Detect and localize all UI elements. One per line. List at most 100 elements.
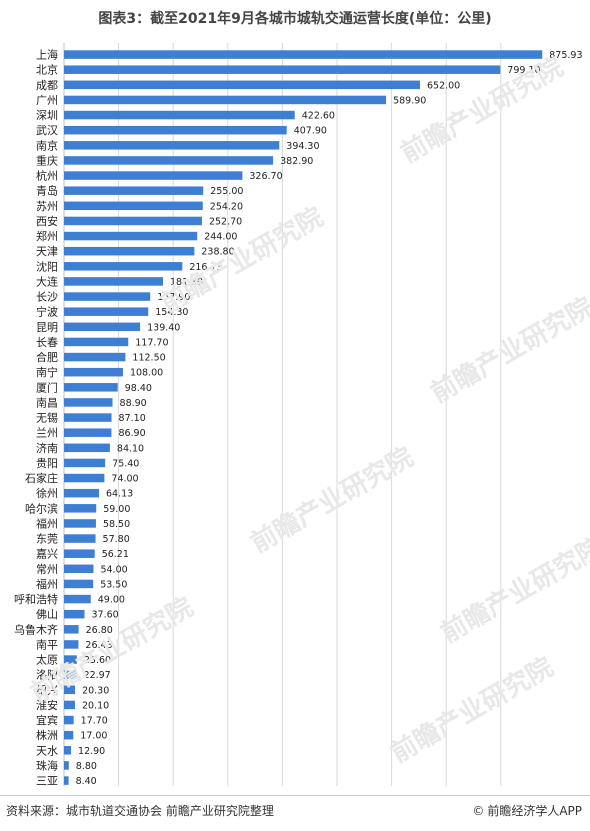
bar: [64, 473, 105, 483]
value-label: 86.90: [118, 428, 145, 439]
category-label: 无锡: [36, 411, 58, 425]
bar: [64, 609, 85, 619]
bar: [64, 231, 198, 241]
value-label: 407.90: [294, 126, 327, 137]
category-label: 成都: [36, 79, 58, 92]
value-label: 59.00: [103, 504, 130, 515]
value-label: 58.50: [103, 519, 130, 530]
bar: [64, 534, 96, 543]
bar: [64, 594, 91, 604]
value-label: 84.10: [117, 443, 144, 454]
value-label: 139.40: [147, 322, 180, 333]
value-label: 56.21: [102, 549, 129, 560]
value-label: 252.70: [209, 216, 242, 227]
value-label: 88.90: [120, 398, 147, 409]
category-label: 西安: [36, 214, 58, 228]
footer-divider: [0, 795, 590, 796]
bar: [64, 504, 97, 513]
value-label: 12.90: [78, 746, 105, 757]
category-label: 深圳: [36, 109, 58, 122]
category-label: 武汉: [36, 124, 58, 137]
bar: [64, 292, 151, 301]
bar: [64, 640, 79, 649]
category-label: 东莞: [36, 533, 58, 546]
bar: [64, 156, 274, 165]
category-label: 徐州: [36, 486, 58, 500]
bar: [64, 579, 94, 589]
category-label: 天津: [36, 245, 58, 258]
brand-name: 前瞻经济学人APP: [487, 804, 582, 818]
category-label: 宜宾: [36, 713, 58, 727]
category-label: 宁波: [36, 305, 58, 319]
value-label: 254.20: [210, 201, 243, 212]
value-label: 154.30: [155, 307, 188, 318]
value-label: 799.10: [507, 65, 540, 76]
bar: [64, 700, 75, 710]
bar: [64, 125, 287, 135]
category-label: 长春: [36, 336, 58, 349]
value-label: 117.70: [135, 337, 168, 348]
category-label: 青岛: [36, 184, 58, 198]
category-label: 贵阳: [36, 457, 58, 470]
bar: [64, 413, 112, 422]
bar: [64, 746, 72, 755]
category-label: 南宁: [36, 365, 58, 379]
bar: [64, 625, 79, 634]
category-label: 苏州: [36, 200, 58, 213]
brand-logo-icon: ©: [472, 803, 485, 818]
category-label: 北京: [36, 63, 58, 77]
bar: [64, 277, 163, 286]
value-label: 108.00: [130, 368, 163, 379]
value-label: 8.40: [76, 776, 97, 787]
value-label: 17.00: [80, 731, 107, 742]
bar: [64, 186, 204, 195]
value-label: 37.60: [92, 610, 119, 621]
value-label: 75.40: [112, 458, 139, 469]
category-label: 福州: [36, 516, 58, 530]
bar: [64, 488, 100, 498]
value-label: 112.50: [132, 353, 165, 364]
bar: [64, 428, 112, 437]
value-label: 26.80: [86, 625, 113, 636]
bar: [64, 776, 69, 785]
value-label: 244.00: [204, 232, 237, 243]
value-label: 53.50: [100, 579, 127, 590]
bar: [64, 564, 94, 574]
category-label: 天水: [36, 744, 58, 757]
chart-title: 图表3：截至2021年9月各城市城轨交通运营长度(单位：公里): [98, 11, 492, 27]
bar: [64, 458, 106, 468]
value-label: 17.70: [81, 716, 108, 727]
category-label: 哈尔滨: [25, 501, 58, 515]
category-label: 乌鲁木齐: [14, 622, 58, 636]
category-label: 沈阳: [36, 259, 58, 273]
category-label: 太原: [36, 654, 58, 667]
value-label: 20.30: [82, 685, 109, 696]
category-label: 洛阳: [36, 668, 58, 682]
value-label: 98.40: [125, 383, 152, 394]
bar: [64, 246, 195, 256]
bar-chart: 上海 875.93 北京 799.10 成都 652.00 广州 589.90 深圳 422.60…: [14, 43, 583, 788]
value-label: 589.90: [393, 95, 426, 106]
category-label: 石家庄: [25, 471, 58, 485]
value-label: 23.60: [84, 655, 111, 666]
category-label: 长沙: [36, 291, 58, 304]
value-label: 157.90: [157, 292, 190, 303]
category-label: 南平: [36, 638, 58, 651]
value-label: 54.00: [100, 564, 127, 575]
category-label: 佛山: [36, 608, 58, 621]
bar: [64, 685, 76, 695]
bar: [64, 443, 110, 453]
bar: [64, 171, 243, 180]
category-label: 大连: [36, 274, 58, 288]
category-label: 南京: [36, 138, 58, 152]
value-label: 22.97: [84, 670, 111, 681]
value-label: 8.80: [76, 761, 97, 772]
value-label: 652.00: [427, 80, 460, 91]
category-label: 三亚: [36, 775, 58, 788]
bar: [64, 216, 202, 226]
bar: [64, 715, 74, 725]
bar: [64, 201, 203, 211]
bar: [64, 65, 501, 74]
category-label: 兰州: [36, 427, 58, 440]
bar: [64, 50, 543, 59]
